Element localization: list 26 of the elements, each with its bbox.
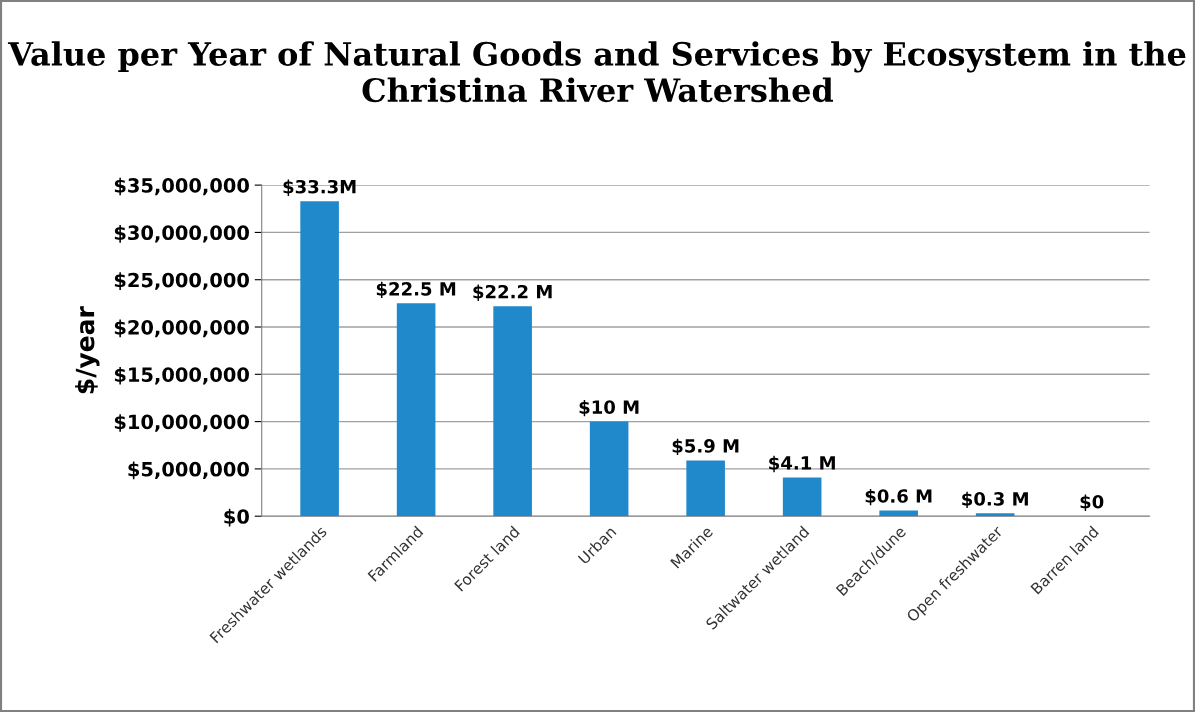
- bar: [300, 201, 339, 517]
- y-tick-label: $25,000,000: [114, 272, 249, 290]
- bar: [396, 303, 436, 517]
- y-tick-label: $35,000,000: [114, 177, 249, 196]
- y-tick-label: $20,000,000: [114, 319, 249, 338]
- y-tick-label: $10,000,000: [114, 414, 249, 432]
- bar: [686, 460, 725, 517]
- data-label: $0: [1080, 494, 1104, 511]
- data-label: $10 M: [579, 399, 639, 417]
- bar: [493, 306, 532, 517]
- y-tick-label: $0: [224, 508, 249, 527]
- bar: [782, 477, 822, 517]
- y-axis-title: $/year: [75, 306, 100, 394]
- data-label: $0.6 M: [865, 488, 932, 506]
- data-label: $33.3M: [283, 179, 356, 196]
- data-label: $22.5 M: [376, 281, 456, 299]
- data-label: $0.3 M: [962, 491, 1028, 509]
- bar: [975, 513, 1015, 517]
- y-tick-label: $30,000,000: [114, 225, 249, 243]
- data-label: $5.9 M: [672, 438, 739, 456]
- data-label: $22.2 M: [473, 284, 552, 301]
- data-label: $4.1 M: [769, 455, 835, 473]
- y-tick-label: $15,000,000: [114, 366, 249, 385]
- chart-title: Value per Year of Natural Goods and Services by Ecosystem in the Christina River Watershed: [7, 41, 1186, 103]
- bar: [589, 421, 629, 517]
- y-tick-label: $5,000,000: [128, 461, 249, 480]
